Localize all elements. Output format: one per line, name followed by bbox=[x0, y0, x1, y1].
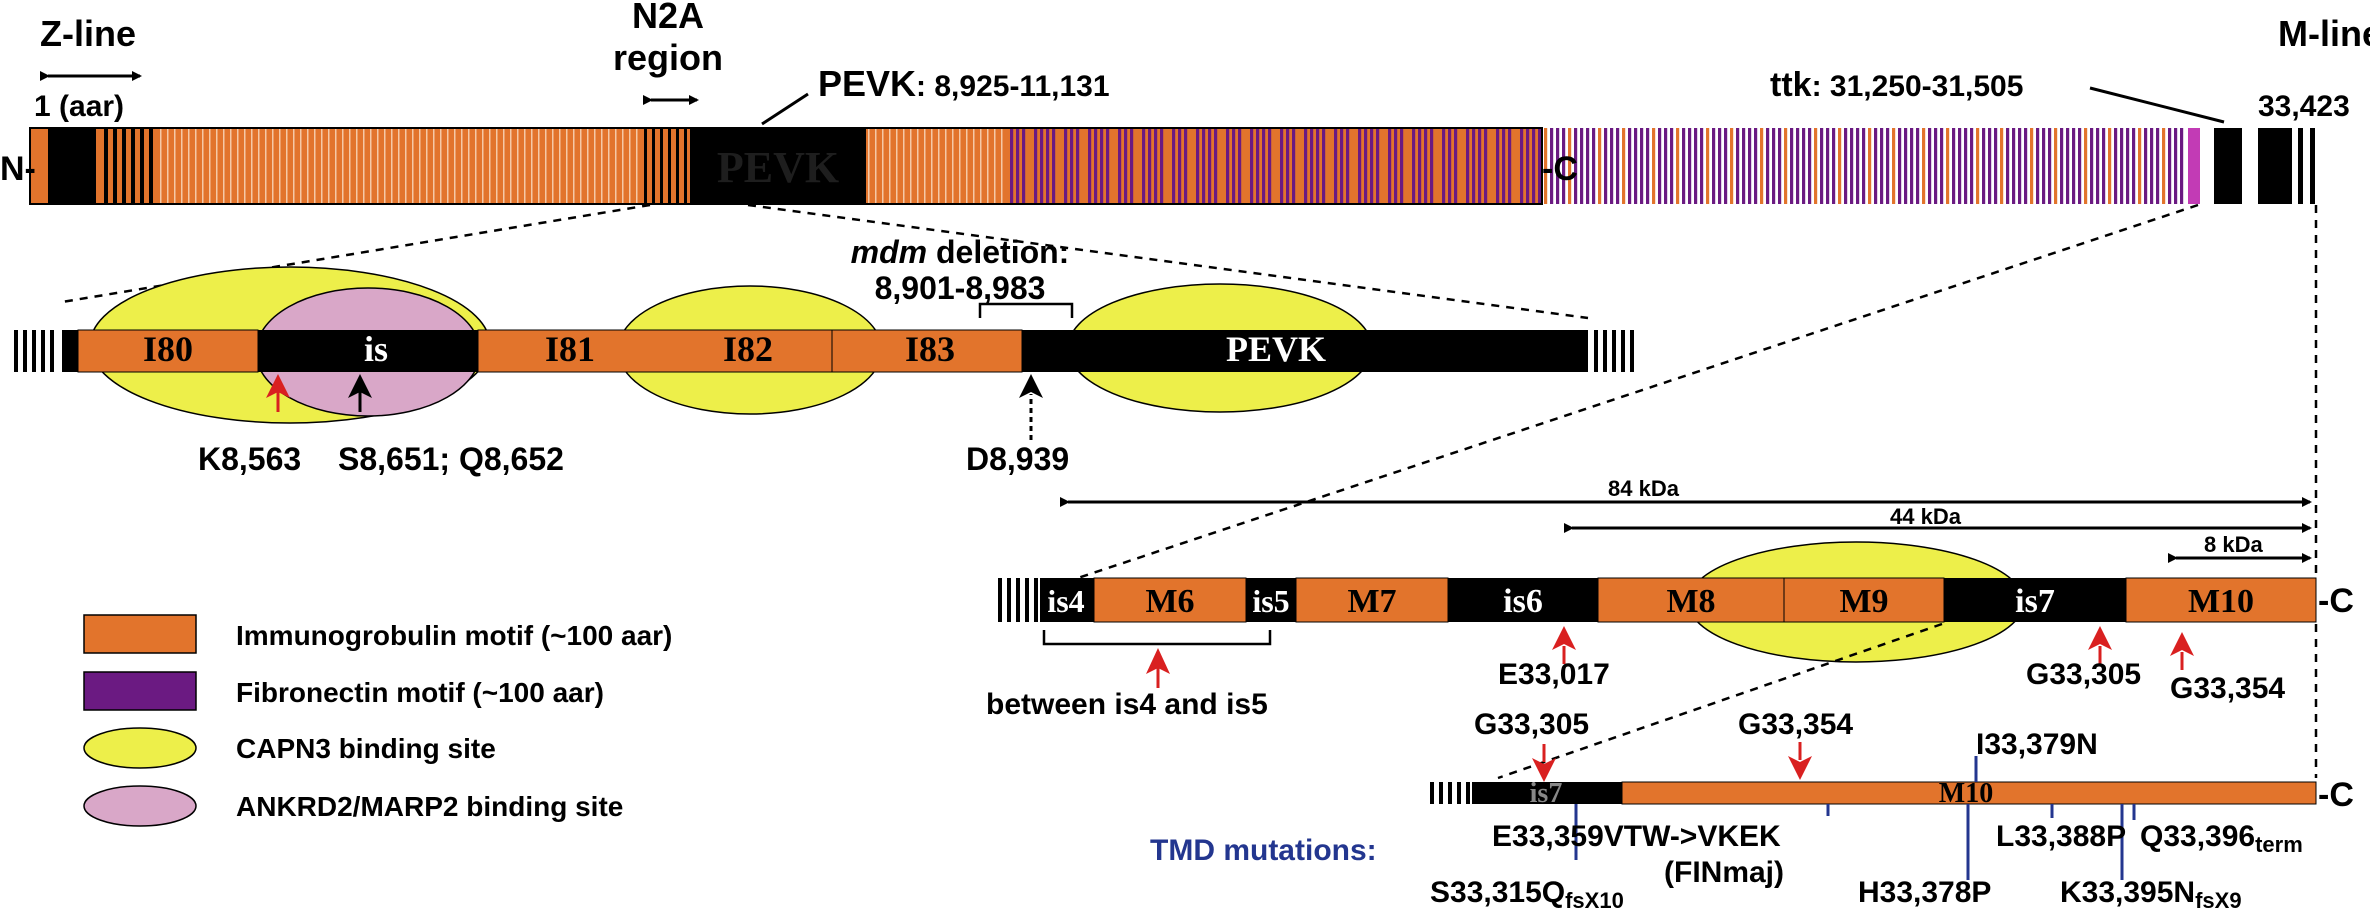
zoom-line-n2a-right bbox=[747, 203, 1589, 320]
pevk-block-label: PEVK bbox=[717, 143, 839, 192]
legend-swatch-ankrd2 bbox=[83, 785, 197, 827]
end-residue-label: 33,423 bbox=[2258, 90, 2350, 123]
legend-swatch-capn3 bbox=[83, 727, 197, 769]
aar-label: 1 (aar) bbox=[34, 90, 124, 123]
mline-seg-is4: is4 bbox=[1047, 583, 1084, 619]
legend-swatch-ig bbox=[83, 614, 197, 654]
between-arrow-head bbox=[1146, 648, 1170, 674]
n2a-label-line1: N2A bbox=[632, 0, 704, 36]
n2a-seg-I82: I82 bbox=[723, 329, 773, 369]
n2a-right-stripes bbox=[1594, 330, 1634, 372]
mline-seg-is5: is5 bbox=[1252, 583, 1289, 619]
n2a-zoom: I80 is I81 I82 I83 PEVK mdm deletion: 8,… bbox=[14, 234, 1634, 477]
mdm-deletion-label: mdm deletion: bbox=[851, 234, 1070, 270]
mline-zoom: 84 kDa 44 kDa 8 kDa is4 M6 is5 M7 is6 M8… bbox=[986, 476, 2354, 780]
ttk-range-label: ttk: 31,250-31,505 bbox=[1770, 66, 2023, 104]
tmd-mutations-title: TMD mutations: bbox=[1150, 834, 1377, 867]
mline-label: M-line bbox=[2278, 13, 2370, 54]
q33396-label: Q33,396term bbox=[2140, 820, 2303, 857]
mline-seg-M6: M6 bbox=[1145, 583, 1194, 620]
mline-seg-is6: is6 bbox=[1503, 583, 1543, 620]
zoom-line-mline-left bbox=[1053, 203, 2199, 588]
l33388-label: L33,388P bbox=[1996, 820, 2126, 853]
is4-is5-bracket bbox=[1042, 630, 1272, 646]
tmd-g33305-label: G33,305 bbox=[1474, 708, 1589, 741]
n2a-seg-I83: I83 bbox=[905, 329, 955, 369]
legend-item-fn: Fibronectin motif (~100 aar) bbox=[236, 677, 604, 708]
legend-item-ig: Immunogrobulin motif (~100 aar) bbox=[236, 620, 672, 651]
pevk-pointer bbox=[761, 92, 809, 126]
h33378-label: H33,378P bbox=[1858, 876, 1991, 909]
g33354-label: G33,354 bbox=[2170, 672, 2285, 705]
n-terminus-label: N- bbox=[0, 150, 36, 188]
g33305-arrow-head bbox=[2088, 626, 2112, 650]
tmd-c-terminus: -C bbox=[2318, 776, 2354, 814]
legend-item-capn3: CAPN3 binding site bbox=[236, 733, 496, 764]
mline-left-stripes bbox=[998, 578, 1038, 622]
pevk-range-label: PEVK: 8,925-11,131 bbox=[818, 63, 1110, 104]
mline-c-terminus: -C bbox=[2318, 582, 2354, 620]
e33017-arrow-head bbox=[1552, 626, 1576, 650]
mline-seg-is7: is7 bbox=[2015, 583, 2055, 620]
kda44-label: 44 kDa bbox=[1890, 504, 1962, 529]
n2a-seg-is: is bbox=[364, 329, 388, 369]
s8651-arrow-head bbox=[348, 374, 372, 398]
k8563-arrow-head bbox=[266, 374, 290, 398]
mline-seg-M10: M10 bbox=[2188, 583, 2254, 620]
s8651-label: S8,651; Q8,652 bbox=[338, 441, 564, 477]
legend: Immunogrobulin motif (~100 aar) Fibronec… bbox=[83, 614, 672, 827]
n2a-seg-PEVK: PEVK bbox=[1226, 329, 1326, 369]
n2a-seg-I80: I80 bbox=[143, 329, 193, 369]
d8939-arrow-head bbox=[1019, 374, 1043, 398]
tmd-g33354-label: G33,354 bbox=[1738, 708, 1853, 741]
d8939-label: D8,939 bbox=[966, 441, 1069, 477]
full-bar-outline bbox=[29, 127, 1543, 205]
tmd-zoom: is7 M10 -C G33,305 G33,354 TMD mutations… bbox=[1150, 708, 2354, 913]
legend-item-ankrd2: ANKRD2/MARP2 binding site bbox=[236, 791, 623, 822]
mline-seg-M8: M8 bbox=[1666, 583, 1715, 620]
k8563-label: K8,563 bbox=[198, 441, 301, 477]
zoom-line-tmd-left bbox=[1497, 622, 1943, 780]
tmd-seg-M10: M10 bbox=[1939, 778, 1993, 809]
full-bar-stripes bbox=[48, 128, 2315, 204]
g33354-arrow-head bbox=[2170, 632, 2194, 656]
n2a-left-stripes bbox=[14, 330, 54, 372]
tmd-g33305-arrow-head bbox=[1532, 758, 1556, 782]
ttk-pointer bbox=[2089, 86, 2225, 124]
finmaj-label: (FINmaj) bbox=[1664, 856, 1784, 889]
tmd-g33354-arrow-head bbox=[1788, 756, 1812, 780]
titin-full-bar: PEVK bbox=[29, 127, 2315, 205]
g33305-label: G33,305 bbox=[2026, 658, 2141, 691]
n2a-seg-I81: I81 bbox=[545, 329, 595, 369]
pevk-block bbox=[690, 128, 866, 204]
mline-seg-M7: M7 bbox=[1347, 583, 1396, 620]
e33359-label: E33,359VTW->VKEK bbox=[1492, 820, 1781, 853]
kda8-label: 8 kDa bbox=[2204, 532, 2263, 557]
kda84-label: 84 kDa bbox=[1608, 476, 1680, 501]
i33379-label: I33,379N bbox=[1976, 728, 2098, 761]
zline-label: Z-line bbox=[40, 13, 136, 54]
tmd-left-stripes bbox=[1430, 782, 1470, 804]
tmd-seg-is7: is7 bbox=[1530, 778, 1563, 809]
e33017-label: E33,017 bbox=[1498, 658, 1610, 691]
n2a-label-line2: region bbox=[613, 37, 723, 78]
k33395-label: K33,395NfsX9 bbox=[2060, 876, 2242, 913]
mdm-range-label: 8,901-8,983 bbox=[875, 270, 1046, 306]
legend-swatch-fn bbox=[83, 671, 197, 711]
between-label: between is4 and is5 bbox=[986, 688, 1268, 721]
mdm-bracket bbox=[978, 302, 1074, 318]
c-terminus-label: -C bbox=[1542, 150, 1578, 188]
s33315-label: S33,315QfsX10 bbox=[1430, 876, 1624, 913]
mline-seg-M9: M9 bbox=[1839, 583, 1888, 620]
